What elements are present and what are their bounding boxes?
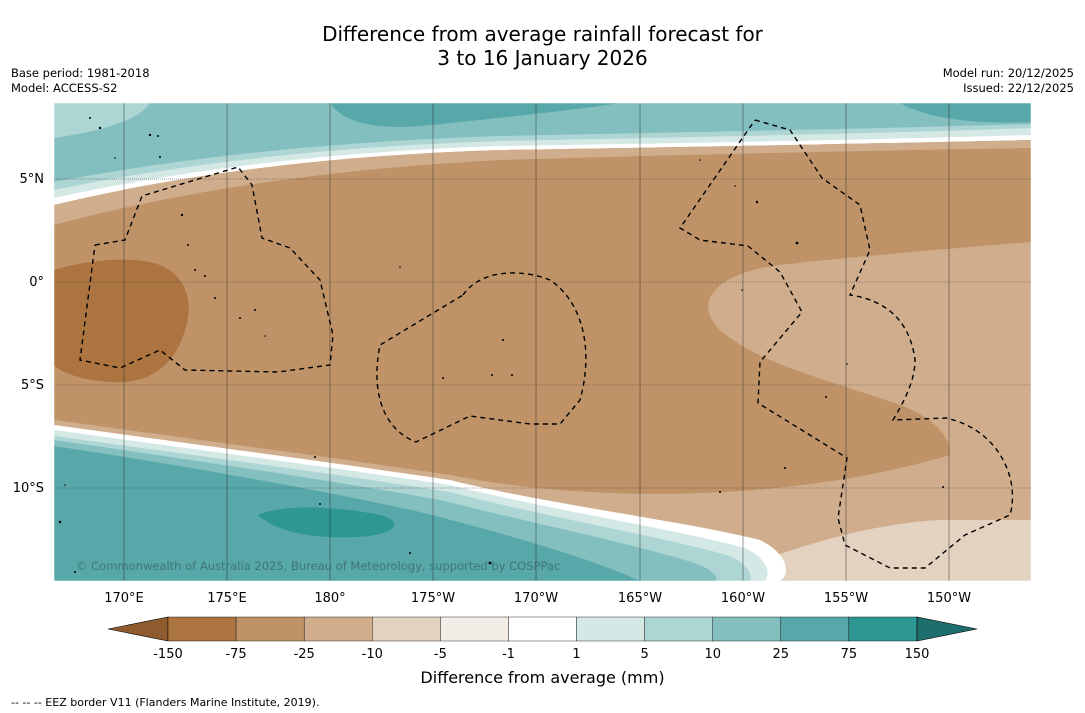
lon-label: 175°W xyxy=(411,591,455,606)
model-run: Model run: 20/12/2025 xyxy=(942,66,1074,80)
lon-label: 175°E xyxy=(207,591,247,606)
colorbar-segment xyxy=(303,616,373,642)
lon-labels: 170°E 175°E 180° 175°W 170°W 165°W 160°W… xyxy=(104,591,971,606)
colorbar-tick-label: -1 xyxy=(502,647,515,662)
colorbar-segment xyxy=(372,616,441,642)
colorbar-extend-high xyxy=(916,616,978,642)
colorbar-segment xyxy=(508,616,577,642)
colorbar-tick-label: -150 xyxy=(153,647,183,662)
map-title-line2: 3 to 16 January 2026 xyxy=(437,46,648,70)
gridlines xyxy=(54,178,1031,489)
colorbar-tick-label: -5 xyxy=(434,647,447,662)
issued-date: Issued: 22/12/2025 xyxy=(963,81,1074,95)
islands xyxy=(58,117,944,573)
east-light-dry xyxy=(708,242,1031,455)
lon-label: 170°E xyxy=(104,591,144,606)
meta-right: Model run: 20/12/2025 Issued: 22/12/2025 xyxy=(943,66,1074,96)
footnote: -- -- -- EEZ border V11 (Flanders Marine… xyxy=(11,696,320,709)
copyright-text: © Commonwealth of Australia 2025, Bureau… xyxy=(76,559,560,573)
legend-title: Difference from average (mm) xyxy=(420,668,665,687)
lat-label: 5°N xyxy=(20,172,45,187)
north-wet-band-3 xyxy=(54,103,1031,182)
lon-label: 150°W xyxy=(927,591,971,606)
colorbar xyxy=(107,616,978,642)
colorbar-segment xyxy=(780,616,850,642)
north-wet-core-2 xyxy=(900,103,1031,123)
colorbar-tick-label: 10 xyxy=(704,647,721,662)
lat-labels: 5°N 0° 5°S 10°S xyxy=(13,172,44,496)
colorbar-tick-label: -75 xyxy=(225,647,246,662)
north-wet-core-1 xyxy=(330,103,620,127)
map-title: Difference from average rainfall forecas… xyxy=(0,22,1085,70)
map-frame xyxy=(53,102,1032,582)
meridians xyxy=(123,103,950,581)
map-title-line1: Difference from average rainfall forecas… xyxy=(322,22,763,46)
south-wet-core xyxy=(258,507,395,538)
base-period: Base period: 1981-2018 xyxy=(11,66,150,80)
colorbar-segment xyxy=(712,616,782,642)
colorbar-segment xyxy=(235,616,305,642)
model-name: Model: ACCESS-S2 xyxy=(11,81,118,95)
colorbar-segment xyxy=(440,616,509,642)
colorbar-tick-label: -25 xyxy=(294,647,315,662)
colorbar-segment xyxy=(644,616,713,642)
colorbar-tick-label: 75 xyxy=(841,647,858,662)
colorbar-extend-low xyxy=(107,616,169,642)
meta-left: Base period: 1981-2018 Model: ACCESS-S2 xyxy=(11,66,150,96)
eez-borders xyxy=(79,119,1014,569)
colorbar-tick-label: 1 xyxy=(572,647,580,662)
lon-label: 165°W xyxy=(618,591,662,606)
map-panel: © Commonwealth of Australia 2025, Bureau… xyxy=(54,103,1031,581)
lat-label: 0° xyxy=(29,275,44,290)
lon-label: 180° xyxy=(314,591,345,606)
north-tan-fringe xyxy=(54,140,1031,225)
lon-label: 170°W xyxy=(514,591,558,606)
lon-label: 160°W xyxy=(721,591,765,606)
colorbar-ticks: -150 -75 -25 -10 -5 -1 1 5 10 25 75 150 xyxy=(153,647,929,662)
lat-label: 10°S xyxy=(13,481,44,496)
colorbar-tick-label: 150 xyxy=(905,647,930,662)
colorbar-segment xyxy=(848,616,918,642)
lon-label: 155°W xyxy=(824,591,868,606)
colorbar-tick-label: -10 xyxy=(362,647,383,662)
lat-label: 5°S xyxy=(21,378,44,393)
colorbar-segment xyxy=(576,616,645,642)
north-west-corner xyxy=(54,103,150,138)
colorbar-segment xyxy=(167,616,237,642)
colorbar-tick-label: 5 xyxy=(640,647,648,662)
colorbar-tick-label: 25 xyxy=(773,647,790,662)
